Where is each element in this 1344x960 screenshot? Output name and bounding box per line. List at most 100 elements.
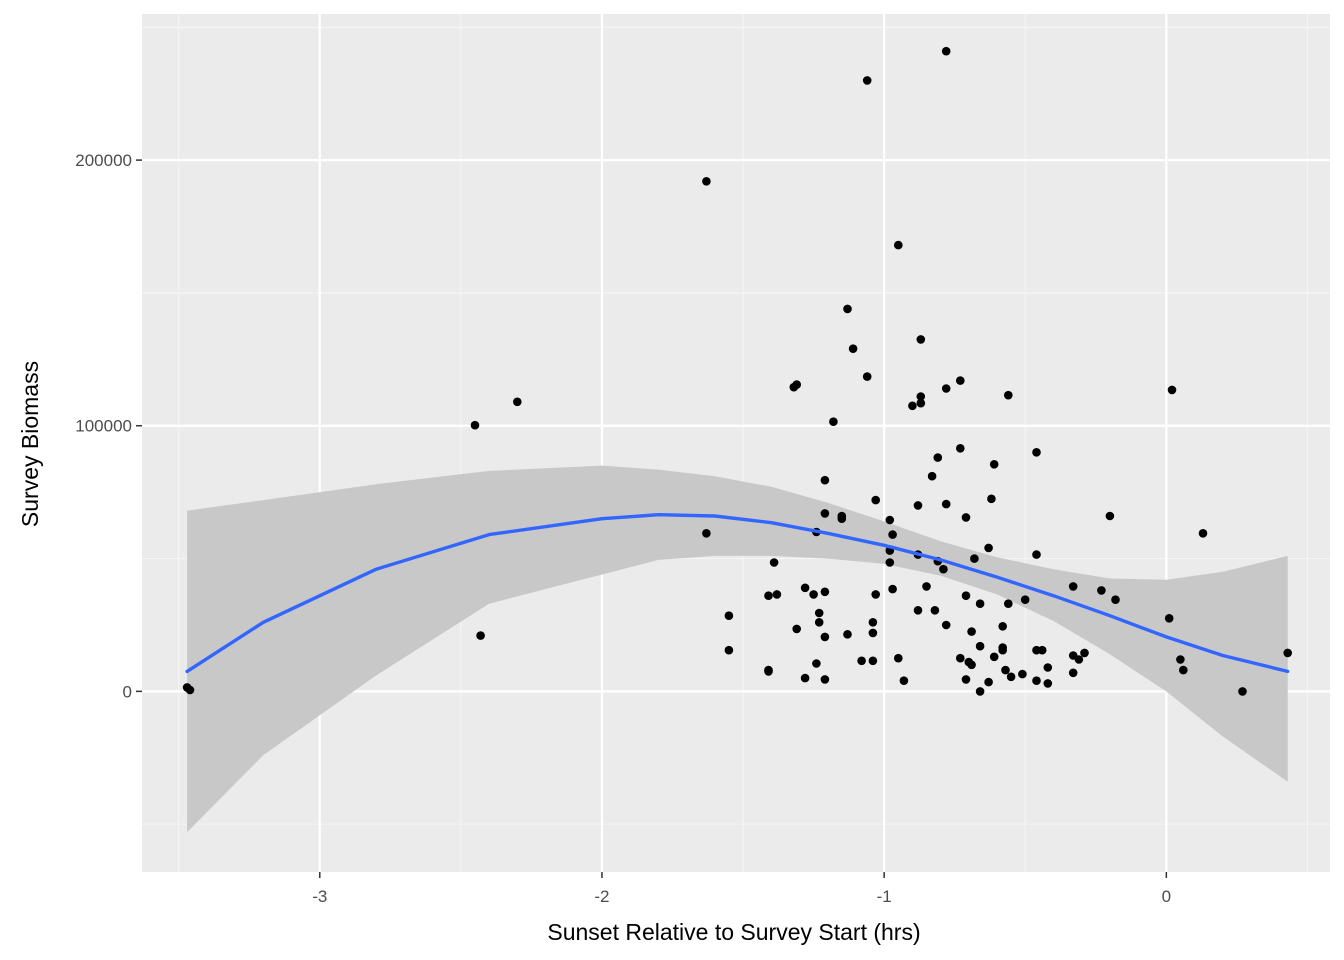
data-point xyxy=(908,401,917,411)
x-tick-label: -1 xyxy=(877,887,892,906)
data-point xyxy=(989,460,999,469)
data-point xyxy=(513,397,522,407)
data-point xyxy=(1043,679,1053,688)
data-point xyxy=(820,632,830,642)
data-point xyxy=(772,590,782,599)
y-tick-label: 100000 xyxy=(75,417,132,436)
data-point xyxy=(967,660,976,670)
data-point xyxy=(812,659,821,668)
data-point xyxy=(998,645,1007,655)
data-point xyxy=(927,471,937,481)
data-point xyxy=(1068,668,1078,678)
data-point xyxy=(1074,655,1084,664)
data-point xyxy=(800,673,810,683)
data-point xyxy=(764,591,773,600)
data-point xyxy=(956,376,965,385)
data-point xyxy=(702,177,711,186)
data-point xyxy=(899,676,909,685)
data-point xyxy=(888,530,897,539)
data-point xyxy=(916,392,926,401)
data-point xyxy=(470,420,480,430)
data-point xyxy=(857,656,866,666)
data-point xyxy=(820,475,830,485)
data-point xyxy=(961,675,971,684)
data-point xyxy=(984,677,993,687)
data-point xyxy=(862,76,872,85)
data-point xyxy=(476,631,485,640)
data-point xyxy=(1043,663,1053,672)
data-point xyxy=(913,606,923,615)
data-point xyxy=(820,675,830,684)
data-point xyxy=(1006,672,1016,682)
data-point xyxy=(922,582,931,591)
data-point xyxy=(1283,648,1292,658)
data-point xyxy=(724,611,734,620)
data-point xyxy=(1097,586,1106,595)
confidence-ribbon xyxy=(187,465,1288,833)
data-point xyxy=(837,514,847,523)
data-point xyxy=(1018,669,1027,679)
data-point xyxy=(764,667,773,676)
data-point xyxy=(843,630,852,639)
x-tick-label: 0 xyxy=(1162,887,1171,906)
data-point xyxy=(868,618,878,627)
data-point xyxy=(916,335,926,344)
data-point xyxy=(185,685,195,695)
data-point xyxy=(939,564,948,574)
y-tick-label: 0 xyxy=(123,682,132,701)
x-axis-title: Sunset Relative to Survey Start (hrs) xyxy=(547,919,920,945)
data-point xyxy=(1068,582,1078,591)
data-point xyxy=(702,529,711,538)
data-point xyxy=(1080,648,1089,658)
data-point xyxy=(961,513,971,522)
plot-panel xyxy=(142,14,1330,872)
data-point xyxy=(930,606,940,615)
data-point xyxy=(941,499,951,509)
data-point xyxy=(1105,511,1115,521)
data-point xyxy=(848,344,858,354)
data-point xyxy=(975,641,985,651)
data-point xyxy=(1032,448,1041,457)
y-tick-label: 200000 xyxy=(75,151,132,170)
data-point xyxy=(984,543,993,553)
data-point xyxy=(967,627,976,636)
data-point xyxy=(1032,550,1041,559)
data-point xyxy=(975,599,985,608)
data-point xyxy=(843,304,852,314)
data-point xyxy=(1176,655,1185,664)
x-tick-label: -3 xyxy=(312,887,327,906)
data-point xyxy=(956,444,965,453)
data-point xyxy=(1167,385,1177,395)
data-point xyxy=(1164,614,1174,623)
data-point xyxy=(941,620,951,630)
data-point xyxy=(862,372,872,381)
data-point xyxy=(989,652,999,662)
x-tick-label: -2 xyxy=(594,887,609,906)
data-point xyxy=(769,558,779,567)
data-point xyxy=(800,583,810,593)
data-point xyxy=(1111,595,1120,604)
data-point xyxy=(792,380,801,389)
data-point xyxy=(933,453,943,462)
data-point xyxy=(871,495,880,505)
data-point xyxy=(956,653,965,663)
data-point xyxy=(871,590,880,599)
data-point xyxy=(894,240,903,250)
data-point xyxy=(820,509,830,518)
data-point xyxy=(998,622,1007,631)
data-point xyxy=(1032,676,1041,685)
data-point xyxy=(1198,529,1208,538)
data-point xyxy=(916,398,926,408)
smooth-trend-line xyxy=(185,513,1290,674)
data-point xyxy=(868,656,878,666)
data-point xyxy=(975,687,985,696)
data-point xyxy=(1037,645,1047,655)
data-point xyxy=(809,590,818,599)
data-point xyxy=(814,618,824,627)
data-point xyxy=(987,494,996,504)
data-point xyxy=(829,417,838,427)
data-point xyxy=(1001,665,1010,675)
data-point xyxy=(1179,665,1188,675)
data-point xyxy=(1238,687,1247,696)
